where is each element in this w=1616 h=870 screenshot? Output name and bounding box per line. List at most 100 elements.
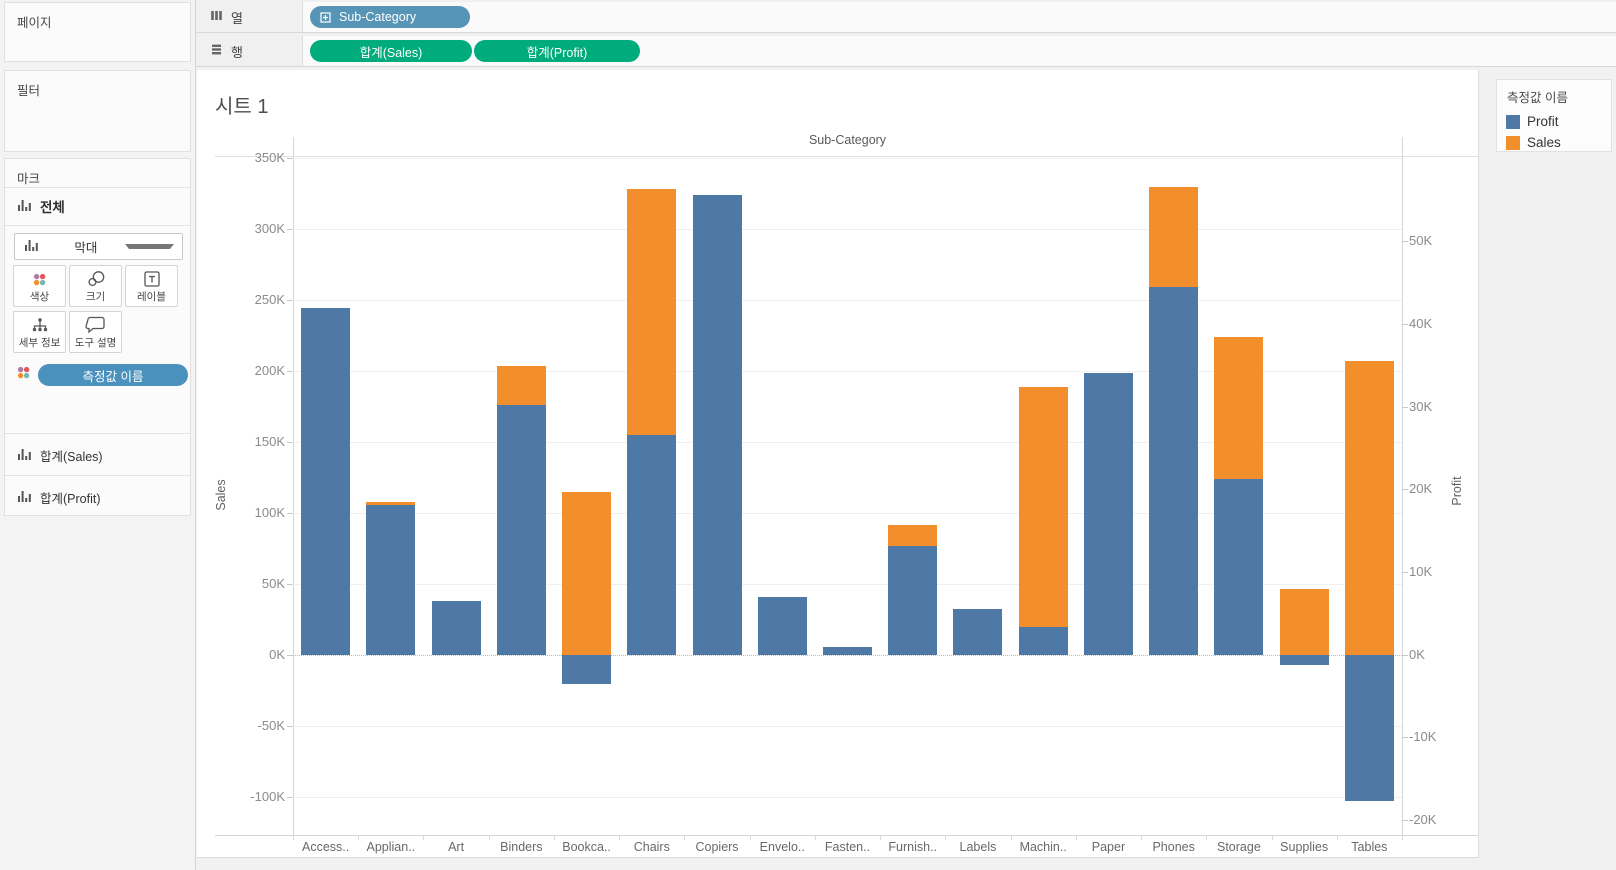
bottom-tick-mark xyxy=(423,835,425,840)
legend-swatch xyxy=(1506,135,1520,150)
marks-button-label[interactable]: 레이블 xyxy=(125,265,178,307)
bar-sales-Bookca..[interactable] xyxy=(562,491,612,655)
pill-sum-sales[interactable]: 합계(Sales) xyxy=(310,40,472,62)
category-label-Art[interactable]: Art xyxy=(448,840,465,854)
right-tick-mark xyxy=(1402,654,1408,656)
bar-sales-Machin..[interactable] xyxy=(1018,386,1068,655)
bar-profit-Envelo..[interactable] xyxy=(757,596,807,655)
left-axis-title[interactable]: Sales xyxy=(214,479,228,511)
columns-tray[interactable] xyxy=(302,2,1616,32)
marks-button-detail[interactable]: 세부 정보 xyxy=(13,311,66,353)
color-dots-icon xyxy=(16,365,31,385)
category-label-Bookca..[interactable]: Bookca.. xyxy=(562,840,611,854)
bar-profit-Phones[interactable] xyxy=(1149,286,1199,655)
legend-item-profit[interactable]: Profit xyxy=(1506,111,1611,132)
left-tick-mark xyxy=(287,229,293,231)
bar-chart-icon xyxy=(17,447,31,464)
bar-profit-Binders[interactable] xyxy=(496,405,546,655)
right-tick-label: 10K xyxy=(1409,564,1433,580)
rows-shelf-header: 행 xyxy=(196,36,302,66)
size-icon xyxy=(85,269,107,289)
marks-button-size[interactable]: 크기 xyxy=(69,265,122,307)
label-icon xyxy=(142,269,162,289)
bar-profit-Furnish..[interactable] xyxy=(888,546,938,655)
column-field-header[interactable]: Sub-Category xyxy=(808,133,887,147)
bar-profit-Fasten..[interactable] xyxy=(823,647,872,655)
category-label-Access..[interactable]: Access.. xyxy=(301,840,350,854)
bar-profit-Art[interactable] xyxy=(431,601,481,655)
bottom-tick-mark xyxy=(358,835,360,840)
bar-profit-Access..[interactable] xyxy=(301,308,351,655)
category-label-Binders[interactable]: Binders xyxy=(500,840,543,854)
left-tick-mark xyxy=(287,584,293,586)
mark-type-dropdown[interactable]: 막대 xyxy=(14,233,183,260)
rows-shelf[interactable]: 행 합계(Sales) 합계(Profit) xyxy=(196,36,1616,66)
left-tick-label: 350K xyxy=(254,150,285,166)
sheet-title[interactable]: 시트 1 xyxy=(215,96,269,118)
measure-mark-card-label: 합계(Profit) xyxy=(40,491,101,506)
bar-profit-Storage[interactable] xyxy=(1214,478,1264,655)
marks-button-tooltip[interactable]: 도구 설명 xyxy=(69,311,122,353)
left-tick-label: 250K xyxy=(254,292,285,308)
left-tick-label: 150K xyxy=(254,434,285,450)
left-tick-label: -50K xyxy=(257,717,285,733)
category-label-Labels[interactable]: Labels xyxy=(959,840,997,854)
bar-profit-Supplies[interactable] xyxy=(1279,654,1329,665)
bottom-tick-mark xyxy=(684,835,686,840)
columns-shelf[interactable]: 열 Sub-Category xyxy=(196,2,1616,32)
pages-shelf-label: 페이지 xyxy=(17,16,52,30)
legend-item-sales[interactable]: Sales xyxy=(1506,132,1611,153)
divider xyxy=(5,225,190,226)
divider xyxy=(196,66,1616,67)
bar-profit-Machin..[interactable] xyxy=(1018,626,1068,655)
filters-shelf[interactable]: 필터 xyxy=(4,70,191,152)
rows-shelf-label: 행 xyxy=(231,44,243,60)
bar-profit-Labels[interactable] xyxy=(953,609,1003,655)
marks-button-color[interactable]: 색상 xyxy=(13,265,66,307)
category-label-Supplies[interactable]: Supplies xyxy=(1280,840,1329,854)
pages-shelf[interactable]: 페이지 xyxy=(4,2,191,62)
detail-icon xyxy=(30,315,50,335)
left-tick-label: 300K xyxy=(254,221,285,237)
gridline xyxy=(293,513,1402,515)
measure-names-pill[interactable]: 측정값 이름 xyxy=(38,364,188,386)
bar-sales-Tables[interactable] xyxy=(1344,361,1394,655)
pill-sum-profit[interactable]: 합계(Profit) xyxy=(474,40,640,62)
category-label-Chairs[interactable]: Chairs xyxy=(633,840,670,854)
bottom-tick-mark xyxy=(488,835,490,840)
bar-profit-Applian..[interactable] xyxy=(366,505,416,655)
category-label-Copiers[interactable]: Copiers xyxy=(695,840,739,854)
bar-profit-Bookca..[interactable] xyxy=(562,654,612,684)
bar-profit-Copiers[interactable] xyxy=(692,195,742,655)
left-tick-mark xyxy=(287,300,293,302)
category-label-Storage[interactable]: Storage xyxy=(1217,840,1261,854)
pill-sub-category[interactable]: Sub-Category xyxy=(310,6,470,28)
left-tick-label: 200K xyxy=(254,363,285,379)
category-label-Paper[interactable]: Paper xyxy=(1091,840,1126,854)
category-label-Envelo..[interactable]: Envelo.. xyxy=(759,840,805,854)
right-tick-mark xyxy=(1402,241,1408,243)
bar-profit-Tables[interactable] xyxy=(1344,654,1394,802)
marks-card: 마크 전체 막대 색상 크기 레이블 세부 정보 도구 설명 측정값 이름 합계(Sal… xyxy=(4,158,191,516)
bottom-tick-mark xyxy=(293,835,294,840)
right-axis-title[interactable]: Profit xyxy=(1450,476,1464,506)
bar-profit-Chairs[interactable] xyxy=(627,434,677,655)
left-tick-mark xyxy=(287,158,293,160)
left-axis-line xyxy=(293,137,294,835)
marks-all-tab[interactable]: 전체 xyxy=(5,188,190,224)
category-label-Phones[interactable]: Phones xyxy=(1152,840,1195,854)
filters-shelf-label: 필터 xyxy=(17,84,41,98)
expand-plus-icon[interactable] xyxy=(320,11,331,23)
category-label-Fasten..[interactable]: Fasten.. xyxy=(824,840,871,854)
rows-icon xyxy=(210,43,223,59)
category-label-Applian..[interactable]: Applian.. xyxy=(366,840,416,854)
bar-sales-Supplies[interactable] xyxy=(1279,588,1329,655)
category-label-Machin..[interactable]: Machin.. xyxy=(1019,840,1067,854)
measure-mark-card-0[interactable]: 합계(Sales) xyxy=(5,433,190,476)
category-label-Furnish..[interactable]: Furnish.. xyxy=(888,840,938,854)
bar-profit-Paper[interactable] xyxy=(1083,372,1133,655)
category-label-Tables[interactable]: Tables xyxy=(1351,840,1388,854)
measure-mark-card-1[interactable]: 합계(Profit) xyxy=(5,475,190,518)
marks-all-label: 전체 xyxy=(40,200,65,215)
